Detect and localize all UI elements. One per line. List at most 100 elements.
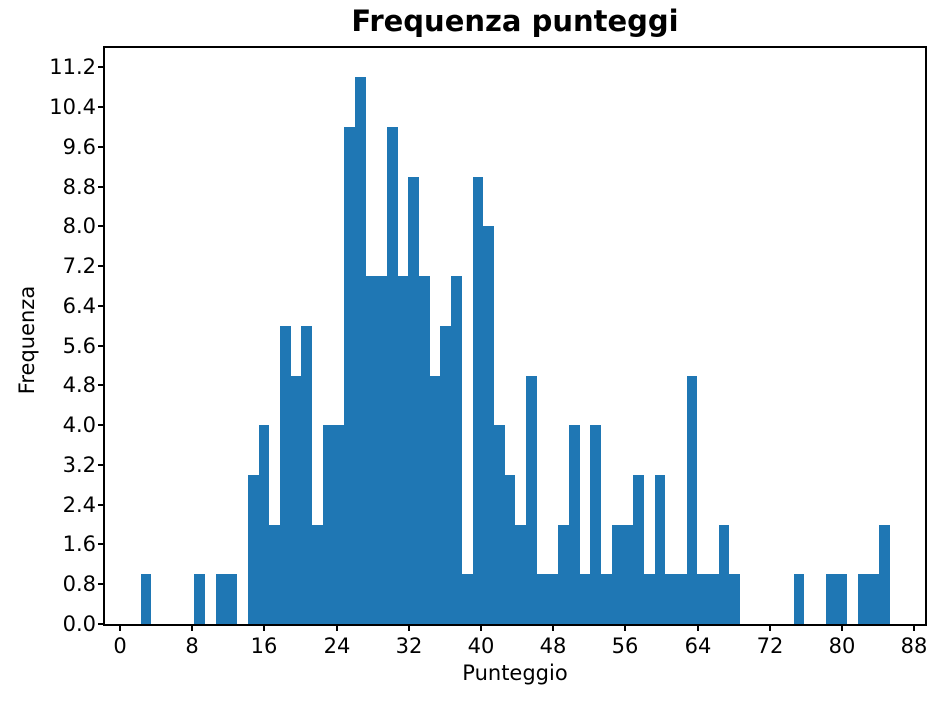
x-tick-label: 24 xyxy=(323,634,351,658)
x-tick xyxy=(913,626,915,631)
chart-title: Frequenza punteggi xyxy=(351,4,679,38)
y-tick xyxy=(98,345,103,347)
histogram-bar xyxy=(333,425,344,624)
histogram-bar xyxy=(655,475,665,624)
histogram-bar xyxy=(633,475,644,624)
y-tick xyxy=(98,305,103,307)
y-tick xyxy=(98,66,103,68)
x-tick xyxy=(119,626,121,631)
histogram-bar xyxy=(366,276,376,624)
y-tick-label: 2.4 xyxy=(62,493,96,517)
histogram-bar xyxy=(408,177,419,624)
histogram-bar xyxy=(226,574,237,624)
y-tick xyxy=(98,583,103,585)
histogram-bar xyxy=(473,177,483,624)
y-tick-label: 5.6 xyxy=(62,334,96,358)
histogram-bar xyxy=(344,127,355,624)
x-tick-label: 64 xyxy=(684,634,712,658)
right-spine xyxy=(925,46,927,626)
histogram-bar xyxy=(665,574,676,624)
histogram-bar xyxy=(644,574,655,624)
histogram-bar xyxy=(483,226,494,624)
bottom-spine xyxy=(103,624,927,626)
y-tick xyxy=(98,424,103,426)
x-tick xyxy=(841,626,843,631)
x-tick xyxy=(336,626,338,631)
histogram-bar xyxy=(505,475,515,624)
x-tick-label: 72 xyxy=(756,634,784,658)
y-tick-label: 3.2 xyxy=(62,453,96,477)
x-tick-label: 48 xyxy=(539,634,567,658)
histogram-bar xyxy=(194,574,205,624)
histogram-bar xyxy=(430,376,440,624)
histogram-bar xyxy=(708,574,719,624)
histogram-bar xyxy=(494,425,505,624)
y-tick xyxy=(98,504,103,506)
y-tick-label: 4.0 xyxy=(62,413,96,437)
histogram-bar xyxy=(440,326,451,624)
y-tick-label: 8.0 xyxy=(62,214,96,238)
histogram-bar xyxy=(697,574,708,624)
histogram-bar xyxy=(355,77,366,624)
x-tick-label: 80 xyxy=(828,634,856,658)
histogram-bar xyxy=(729,574,740,624)
histogram-bar xyxy=(248,475,259,624)
y-tick-label: 10.4 xyxy=(49,95,96,119)
histogram-bar xyxy=(216,574,226,624)
histogram-bar xyxy=(622,525,633,624)
histogram-bar xyxy=(312,525,323,624)
histogram-bar xyxy=(547,574,558,624)
histogram-bar xyxy=(612,525,622,624)
y-tick-label: 7.2 xyxy=(62,254,96,278)
y-tick-label: 9.6 xyxy=(62,135,96,159)
y-tick-label: 4.8 xyxy=(62,373,96,397)
top-spine xyxy=(103,46,927,48)
y-tick xyxy=(98,106,103,108)
histogram-bar xyxy=(387,127,398,624)
y-tick xyxy=(98,623,103,625)
histogram-bar xyxy=(537,574,547,624)
y-tick-label: 1.6 xyxy=(62,532,96,556)
x-tick-label: 16 xyxy=(250,634,278,658)
x-tick-label: 56 xyxy=(611,634,639,658)
x-tick xyxy=(697,626,699,631)
histogram-bar xyxy=(858,574,869,624)
y-tick-label: 8.8 xyxy=(62,175,96,199)
histogram-bar xyxy=(141,574,151,624)
histogram-bar xyxy=(687,376,697,624)
histogram-bar xyxy=(879,525,890,624)
x-tick xyxy=(624,626,626,631)
histogram-bar xyxy=(398,276,408,624)
histogram-bar xyxy=(676,574,687,624)
x-tick-label: 88 xyxy=(900,634,928,658)
histogram-bar xyxy=(269,525,280,624)
histogram-bar xyxy=(836,574,847,624)
histogram-bar xyxy=(558,525,569,624)
histogram-bar xyxy=(794,574,804,624)
histogram-bar xyxy=(301,326,312,624)
x-axis-label: Punteggio xyxy=(462,661,568,685)
x-tick-label: 0 xyxy=(113,634,127,658)
y-tick-label: 11.2 xyxy=(49,55,96,79)
histogram-bar xyxy=(291,376,301,624)
y-tick xyxy=(98,543,103,545)
histogram-bar xyxy=(569,425,580,624)
left-spine xyxy=(103,46,105,626)
y-tick xyxy=(98,225,103,227)
y-tick xyxy=(98,464,103,466)
y-tick-label: 0.0 xyxy=(62,612,96,636)
x-tick xyxy=(408,626,410,631)
histogram-bar xyxy=(515,525,526,624)
histogram-bar xyxy=(580,574,590,624)
x-tick xyxy=(480,626,482,631)
y-tick xyxy=(98,384,103,386)
histogram-bar xyxy=(280,326,291,624)
histogram-bar xyxy=(419,276,430,624)
y-tick-label: 0.8 xyxy=(62,572,96,596)
y-tick-label: 6.4 xyxy=(62,294,96,318)
histogram-bar xyxy=(323,425,333,624)
histogram-bar xyxy=(719,525,729,624)
x-tick xyxy=(191,626,193,631)
histogram-bar xyxy=(462,574,473,624)
